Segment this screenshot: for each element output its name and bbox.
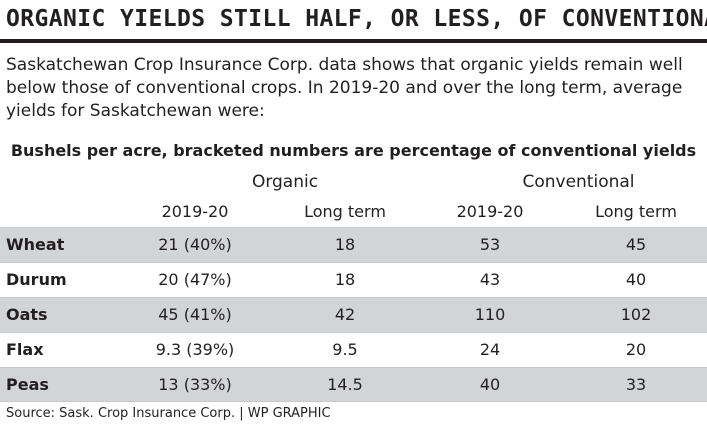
column-header-conventional-2019-20: 2019-20 [456,202,524,221]
cell-organic-long-term: 14.5 [327,375,363,394]
cell-conventional-2019-20: 43 [479,270,501,289]
source-credit: Source: Sask. Crop Insurance Corp. | WP … [6,406,331,421]
group-header-organic: Organic [251,172,319,192]
cell-conventional-long-term: 102 [620,305,652,324]
cell-conventional-long-term: 33 [625,375,647,394]
cell-conventional-2019-20: 53 [479,235,501,254]
cell-conventional-long-term: 45 [625,235,647,254]
crop-label: Peas [6,375,49,394]
cell-organic-2019-20: 45 (41%) [158,305,232,324]
cell-organic-2019-20: 21 (40%) [158,235,232,254]
cell-conventional-2019-20: 40 [479,375,501,394]
group-header-conventional: Conventional [522,172,635,192]
cell-conventional-2019-20: 24 [479,340,501,359]
crop-label: Wheat [6,235,65,254]
table-row: Durum 20 (47%) 18 43 40 [0,262,707,297]
table-row: Flax 9.3 (39%) 9.5 24 20 [0,332,707,367]
cell-organic-2019-20: 20 (47%) [158,270,232,289]
cell-conventional-long-term: 40 [625,270,647,289]
cell-organic-long-term: 18 [334,235,356,254]
cell-conventional-2019-20: 110 [474,305,506,324]
cell-conventional-long-term: 20 [625,340,647,359]
cell-organic-long-term: 18 [334,270,356,289]
table-subhead: Bushels per acre, bracketed numbers are … [10,141,697,160]
table-row: Oats 45 (41%) 42 110 102 [0,297,707,332]
title-rule [0,39,707,43]
graphic-title: ORGANIC YIELDS STILL HALF, OR LESS, OF C… [6,6,707,32]
cell-organic-2019-20: 13 (33%) [158,375,232,394]
cell-organic-long-term: 9.5 [332,340,358,359]
column-header-organic-2019-20: 2019-20 [161,202,229,221]
table-row: Wheat 21 (40%) 18 53 45 [0,227,707,262]
intro-text: Saskatchewan Crop Insurance Corp. data s… [6,55,683,121]
table-body: Wheat 21 (40%) 18 53 45 Durum 20 (47%) 1… [0,227,707,402]
crop-label: Flax [6,340,44,359]
cell-organic-2019-20: 9.3 (39%) [155,340,235,359]
table-row: Peas 13 (33%) 14.5 40 33 [0,367,707,402]
crop-label: Oats [6,305,48,324]
crop-label: Durum [6,270,67,289]
cell-organic-long-term: 42 [334,305,356,324]
column-header-organic-long-term: Long term [304,202,386,221]
column-header-conventional-long-term: Long term [595,202,677,221]
